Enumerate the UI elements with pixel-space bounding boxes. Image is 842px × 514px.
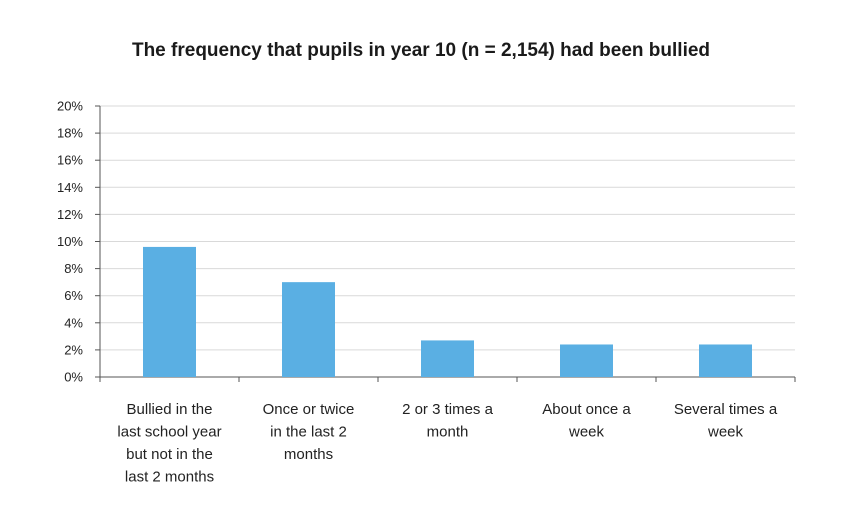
x-tick-label: 2 or 3 times a month [402, 401, 494, 441]
gridlines [100, 105, 795, 351]
y-tick-label: 14% [57, 180, 83, 195]
y-tick-labels: 0% 2% 4% 6% 8% 10% 12% 14% 16% 18% 20% [57, 99, 83, 385]
x-tick-label: Once or twice in the last 2 months [263, 401, 355, 463]
x-tick-labels: Bullied in the last school year but not in… [117, 401, 777, 486]
bar [699, 344, 752, 377]
x-tick-label: Several times a week [674, 401, 778, 441]
y-tick-label: 4% [64, 315, 83, 330]
y-tick-label: 0% [64, 370, 83, 385]
bars [143, 246, 752, 377]
x-tick-label: About once a week [542, 401, 631, 441]
x-tick-label: Bullied in the last school year but not in… [117, 401, 221, 486]
y-tick-label: 6% [64, 288, 83, 303]
y-tick-label: 12% [57, 207, 83, 222]
y-tick-label: 18% [57, 126, 83, 141]
y-tick-label: 10% [57, 234, 83, 249]
bar [421, 340, 474, 377]
bar [560, 344, 613, 377]
bar [282, 282, 335, 377]
y-tick-label: 2% [64, 342, 83, 357]
y-tick-label: 16% [57, 153, 83, 168]
y-tick-label: 8% [64, 261, 83, 276]
y-tick-label: 20% [57, 99, 83, 114]
bar [143, 246, 196, 377]
chart-title: The frequency that pupils in year 10 (n … [131, 40, 711, 61]
